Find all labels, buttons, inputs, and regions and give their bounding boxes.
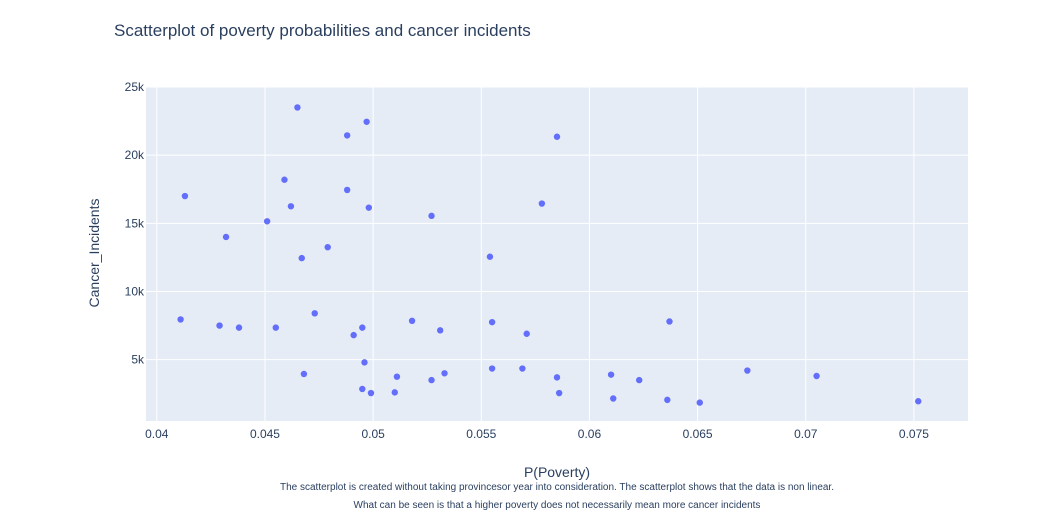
x-tick-label: 0.045 xyxy=(250,427,280,441)
chart-title: Scatterplot of poverty probabilities and… xyxy=(114,21,531,40)
data-point[interactable] xyxy=(408,317,416,324)
data-point[interactable] xyxy=(523,330,530,337)
data-point[interactable] xyxy=(488,365,496,372)
gridlines xyxy=(146,86,968,421)
data-point[interactable] xyxy=(428,376,435,384)
x-axis-title: P(Poverty) xyxy=(524,464,590,480)
x-tick-label: 0.075 xyxy=(899,427,929,441)
data-point[interactable] xyxy=(486,253,494,260)
data-point[interactable] xyxy=(343,186,351,194)
x-tick-label: 0.07 xyxy=(794,427,818,441)
data-point[interactable] xyxy=(436,327,444,334)
data-point[interactable] xyxy=(281,176,288,183)
data-point[interactable] xyxy=(343,132,351,139)
data-point[interactable] xyxy=(311,310,318,317)
x-tick-label: 0.04 xyxy=(145,427,169,441)
data-point[interactable] xyxy=(553,374,561,381)
data-point[interactable] xyxy=(666,318,673,325)
data-point[interactable] xyxy=(216,322,223,329)
data-point[interactable] xyxy=(300,370,308,378)
y-tick-label: 15k xyxy=(125,216,145,230)
data-point[interactable] xyxy=(287,203,295,210)
data-point[interactable] xyxy=(294,104,301,111)
annotation-line-1: The scatterplot is created without takin… xyxy=(280,482,834,493)
y-axis-ticks: 5k 10k 15k 20k 25k xyxy=(125,80,145,367)
data-point[interactable] xyxy=(359,385,366,393)
data-point[interactable] xyxy=(350,331,357,339)
data-point[interactable] xyxy=(361,359,368,366)
data-point[interactable] xyxy=(636,376,643,384)
data-points xyxy=(177,104,922,406)
data-point[interactable] xyxy=(428,212,435,220)
data-point[interactable] xyxy=(393,373,401,380)
data-point[interactable] xyxy=(359,324,366,331)
plot-area xyxy=(146,87,968,421)
data-point[interactable] xyxy=(365,204,373,211)
y-tick-label: 10k xyxy=(125,284,145,298)
data-point[interactable] xyxy=(610,395,617,402)
data-point[interactable] xyxy=(488,318,496,326)
y-tick-label: 5k xyxy=(131,353,145,367)
data-point[interactable] xyxy=(177,316,184,323)
data-point[interactable] xyxy=(607,371,615,378)
x-tick-label: 0.05 xyxy=(361,427,385,441)
data-point[interactable] xyxy=(222,233,230,241)
annotation-line-2: What can be seen is that a higher povert… xyxy=(354,500,761,511)
y-axis-title: Cancer_Incidents xyxy=(86,199,102,308)
data-point[interactable] xyxy=(915,398,922,405)
data-point[interactable] xyxy=(813,372,820,380)
data-point[interactable] xyxy=(324,243,331,251)
x-axis-ticks: 0.04 0.045 0.05 0.055 0.06 0.065 0.07 0.075 xyxy=(145,427,929,441)
data-point[interactable] xyxy=(519,365,526,372)
data-point[interactable] xyxy=(235,324,243,331)
data-point[interactable] xyxy=(391,389,398,396)
data-point[interactable] xyxy=(367,389,375,397)
y-tick-label: 25k xyxy=(125,80,145,94)
data-point[interactable] xyxy=(664,396,671,404)
data-point[interactable] xyxy=(272,324,279,331)
x-tick-label: 0.055 xyxy=(466,427,496,441)
data-point[interactable] xyxy=(363,118,370,125)
data-point[interactable] xyxy=(696,399,703,406)
data-point[interactable] xyxy=(744,367,751,374)
data-point[interactable] xyxy=(553,133,561,140)
data-point[interactable] xyxy=(441,370,448,377)
x-tick-label: 0.06 xyxy=(578,427,602,441)
data-point[interactable] xyxy=(298,254,305,262)
y-tick-label: 20k xyxy=(125,148,145,162)
data-point[interactable] xyxy=(181,192,189,200)
data-point[interactable] xyxy=(555,389,563,397)
data-point[interactable] xyxy=(263,218,271,225)
x-tick-label: 0.065 xyxy=(683,427,713,441)
data-point[interactable] xyxy=(538,200,546,207)
